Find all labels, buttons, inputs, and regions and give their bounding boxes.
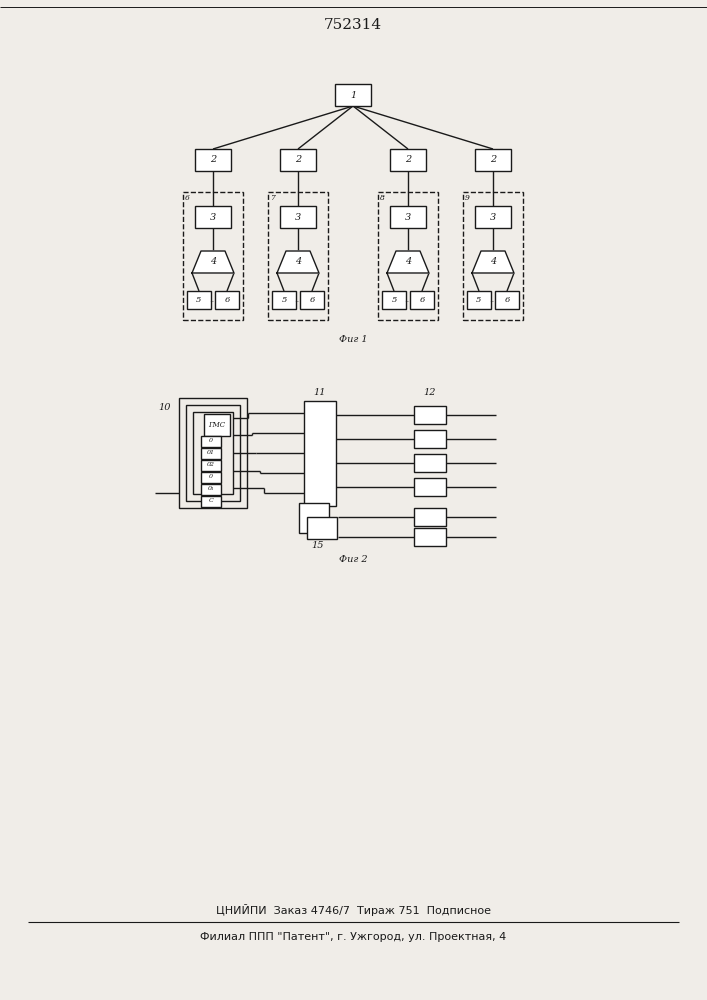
Text: C: C (209, 498, 214, 504)
Bar (280, 149, 316, 171)
Bar (410, 291, 434, 309)
Text: ГМС: ГМС (209, 421, 226, 429)
Bar (299, 503, 329, 533)
Text: 0: 0 (209, 475, 213, 480)
Text: 12: 12 (423, 388, 436, 397)
Text: 6: 6 (185, 194, 190, 202)
Text: 7: 7 (270, 194, 275, 202)
Bar (201, 448, 221, 458)
Text: 5: 5 (391, 296, 397, 304)
Bar (414, 430, 446, 448)
Bar (475, 149, 511, 171)
Text: ...: ... (209, 296, 217, 304)
Text: 10: 10 (158, 403, 171, 412)
Bar (272, 291, 296, 309)
Text: Фиг 1: Фиг 1 (339, 336, 368, 344)
Bar (304, 400, 336, 506)
Bar (390, 149, 426, 171)
Text: 6: 6 (310, 296, 315, 304)
Bar (201, 472, 221, 483)
Bar (414, 528, 446, 546)
Text: 752314: 752314 (324, 18, 382, 32)
Bar (414, 478, 446, 496)
Text: Фиг 2: Фиг 2 (339, 556, 368, 564)
Text: 5: 5 (197, 296, 201, 304)
Bar (195, 206, 231, 228)
Text: 3: 3 (405, 213, 411, 222)
Text: ...: ... (404, 296, 412, 304)
Bar (382, 291, 406, 309)
Bar (187, 291, 211, 309)
Text: 2: 2 (295, 155, 301, 164)
Bar (335, 84, 371, 106)
Text: 6: 6 (224, 296, 230, 304)
Bar (414, 406, 446, 424)
Text: 6: 6 (419, 296, 425, 304)
Polygon shape (192, 251, 234, 273)
Bar (201, 484, 221, 494)
Text: 4: 4 (295, 257, 301, 266)
Bar (307, 517, 337, 539)
Text: 15: 15 (312, 540, 325, 550)
Bar (186, 405, 240, 501)
Text: 11: 11 (314, 388, 326, 397)
Bar (390, 206, 426, 228)
Bar (183, 192, 243, 320)
Text: 2: 2 (405, 155, 411, 164)
Bar (414, 454, 446, 472)
Text: 2: 2 (490, 155, 496, 164)
Bar (195, 149, 231, 171)
Text: ...: ... (489, 296, 497, 304)
Bar (475, 206, 511, 228)
Bar (378, 192, 438, 320)
Bar (215, 291, 239, 309)
Bar (280, 206, 316, 228)
Text: 4: 4 (405, 257, 411, 266)
Text: Филиал ППП "Патент", г. Ужгород, ул. Проектная, 4: Филиал ППП "Патент", г. Ужгород, ул. Про… (200, 932, 506, 942)
Text: 01: 01 (207, 450, 215, 456)
Polygon shape (472, 251, 514, 273)
Text: 6: 6 (504, 296, 510, 304)
Bar (204, 414, 230, 436)
Bar (463, 192, 523, 320)
Polygon shape (387, 251, 429, 273)
Polygon shape (277, 251, 319, 273)
Text: 3: 3 (490, 213, 496, 222)
Text: 0: 0 (209, 438, 213, 444)
Bar (179, 398, 247, 508)
Bar (201, 495, 221, 506)
Bar (201, 460, 221, 471)
Text: 02: 02 (207, 462, 215, 468)
Text: 4: 4 (490, 257, 496, 266)
Text: 2: 2 (210, 155, 216, 164)
Text: 4: 4 (210, 257, 216, 266)
Text: 5: 5 (281, 296, 286, 304)
Bar (495, 291, 519, 309)
Text: 0₁: 0₁ (208, 487, 214, 491)
Bar (300, 291, 324, 309)
Bar (193, 412, 233, 494)
Bar (467, 291, 491, 309)
Text: 1: 1 (350, 91, 356, 100)
Text: 3: 3 (210, 213, 216, 222)
Text: ...: ... (294, 296, 302, 304)
Text: 8: 8 (380, 194, 385, 202)
Text: 9: 9 (465, 194, 470, 202)
Text: 5: 5 (477, 296, 481, 304)
Bar (414, 508, 446, 526)
Bar (268, 192, 328, 320)
Bar (201, 436, 221, 446)
Text: 3: 3 (295, 213, 301, 222)
Text: ЦНИЙПИ  Заказ 4746/7  Тираж 751  Подписное: ЦНИЙПИ Заказ 4746/7 Тираж 751 Подписное (216, 904, 491, 916)
